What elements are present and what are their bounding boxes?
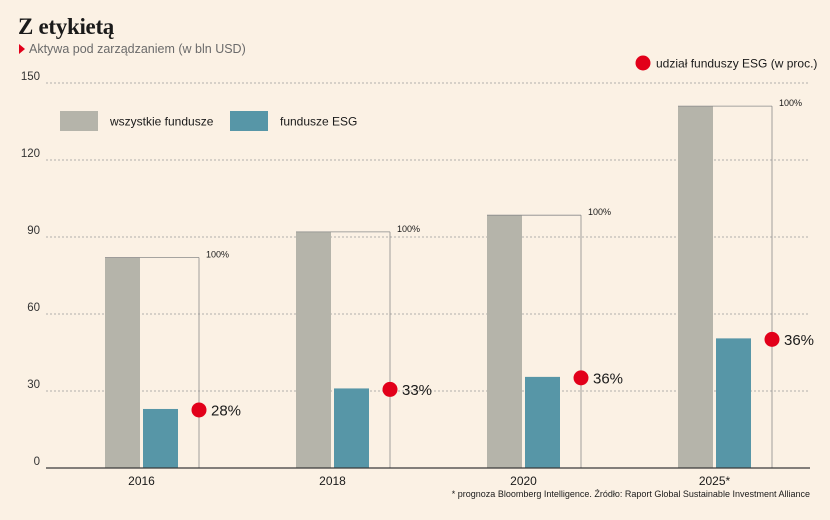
- legend-label-esg-share: udział funduszy ESG (w proc.): [656, 57, 817, 71]
- bar-all-funds: [487, 215, 522, 468]
- chart-subtitle: Aktywa pod zarządzaniem (w bln USD): [19, 42, 246, 56]
- y-tick-label: 60: [27, 302, 40, 314]
- legend-dot-esg-share: [635, 55, 651, 71]
- esg-share-label: 33%: [402, 382, 432, 399]
- esg-share-dot: [382, 381, 398, 397]
- total-percent-label: 100%: [779, 98, 802, 108]
- esg-share-dot: [573, 370, 589, 386]
- esg-share-label: 36%: [593, 370, 623, 387]
- esg-share-dot: [191, 402, 207, 418]
- total-percent-label: 100%: [206, 250, 229, 260]
- total-percent-label: 100%: [397, 224, 420, 234]
- esg-share-dot: [764, 331, 780, 347]
- legend-swatch-all-funds: [60, 111, 98, 131]
- esg-share-label: 36%: [784, 332, 814, 349]
- bar-all-funds: [678, 106, 713, 468]
- subtitle-text: Aktywa pod zarządzaniem (w bln USD): [29, 42, 246, 56]
- x-tick-label: 2020: [510, 474, 537, 488]
- esg-share-label: 28%: [211, 402, 241, 419]
- bar-esg-funds: [525, 376, 560, 468]
- y-tick-label: 120: [21, 148, 40, 160]
- bar-esg-funds: [143, 408, 178, 468]
- y-tick-label: 90: [27, 225, 40, 237]
- x-tick-label: 2025*: [699, 474, 731, 488]
- red-triangle-icon: [19, 44, 25, 54]
- y-tick-label: 30: [27, 379, 40, 391]
- x-tick-label: 2018: [319, 474, 346, 488]
- bar-esg-funds: [334, 388, 369, 468]
- legend-label-all-funds: wszystkie fundusze: [109, 115, 214, 129]
- x-tick-label: 2016: [128, 474, 155, 488]
- chart-title: Z etykietą: [18, 14, 115, 39]
- bar-esg-funds: [716, 338, 751, 468]
- legend-label-esg-funds: fundusze ESG: [280, 115, 357, 129]
- bar-all-funds: [296, 231, 331, 468]
- legend-swatch-esg-funds: [230, 111, 268, 131]
- bar-all-funds: [105, 257, 140, 468]
- footnote: * prognoza Bloomberg Intelligence. Źródł…: [451, 489, 810, 499]
- y-tick-label: 150: [21, 71, 40, 83]
- y-tick-label: 0: [34, 456, 40, 468]
- total-percent-label: 100%: [588, 207, 611, 217]
